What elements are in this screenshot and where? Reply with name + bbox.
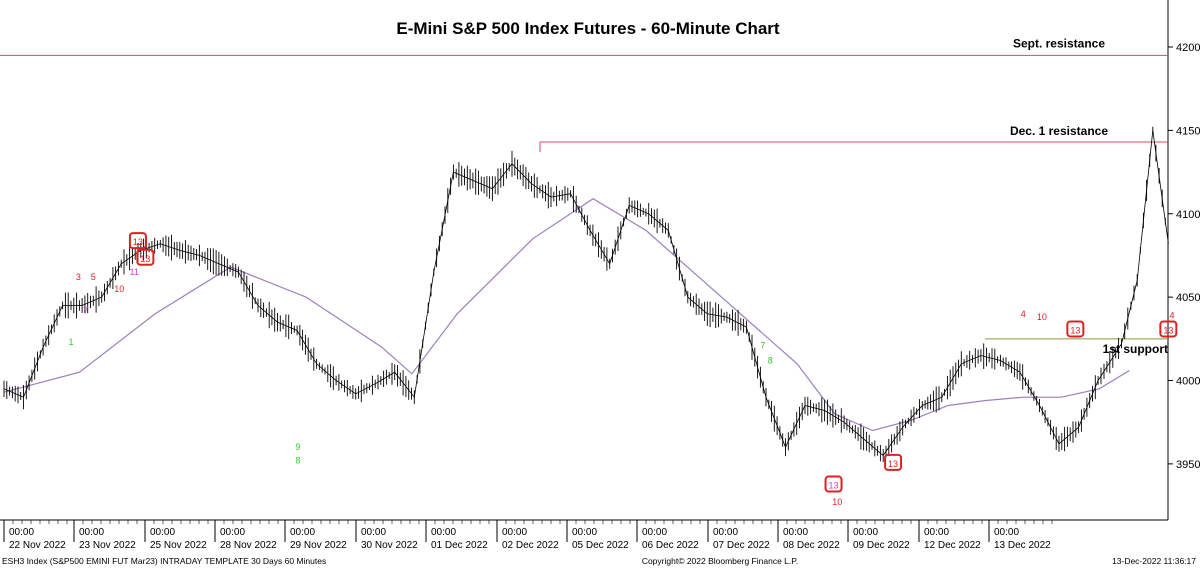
x-date-label: 01 Dec 2022 <box>431 540 488 551</box>
x-time-label: 00:00 <box>853 527 878 538</box>
td-label: 10 <box>114 284 124 294</box>
y-tick-label: 4050 <box>1176 292 1200 304</box>
td-label: 7 <box>83 305 88 315</box>
td-label: 4 <box>1170 310 1175 320</box>
td-label: 13 <box>1163 325 1173 335</box>
footer-center: Copyright© 2022 Bloomberg Finance L.P. <box>642 556 798 566</box>
td-label: 10 <box>832 497 842 507</box>
moving-average-line <box>3 197 1130 432</box>
td-label: 9 <box>295 442 300 452</box>
y-tick-label: 3950 <box>1176 459 1200 471</box>
x-date-label: 02 Dec 2022 <box>502 540 559 551</box>
x-date-label: 12 Dec 2022 <box>924 540 981 551</box>
td-label: 11 <box>130 267 139 277</box>
level-label: Sept. resistance <box>1013 36 1105 50</box>
td-label: 13 <box>888 459 898 469</box>
x-time-label: 00:00 <box>431 527 456 538</box>
moving-average <box>3 197 1130 432</box>
x-time-label: 00:00 <box>572 527 597 538</box>
td-label: 13 <box>1070 325 1080 335</box>
x-axis: 00:00 22 Nov 2022 00:00 23 Nov 2022 00:00 25 … <box>3 520 1053 551</box>
td-label: 7 <box>760 340 765 350</box>
td-label: 4 <box>1021 309 1026 319</box>
td-box <box>128 232 147 250</box>
footer-right: 13-Dec-2022 11:36:17 <box>1112 556 1196 566</box>
x-time-label: 00:00 <box>502 527 527 538</box>
y-tick-label: 4000 <box>1176 376 1200 388</box>
x-date-label: 09 Dec 2022 <box>853 540 910 551</box>
td-box <box>1066 320 1085 338</box>
level-label: Dec. 1 resistance <box>1010 124 1108 138</box>
x-date-label: 06 Dec 2022 <box>642 540 699 551</box>
td-label: 10 <box>1037 312 1047 322</box>
td-label: 1 <box>68 337 73 347</box>
td-box <box>824 475 843 493</box>
td-label: 5 <box>91 272 96 282</box>
chart-title: E-Mini S&P 500 Index Futures - 60-Minute… <box>396 19 780 38</box>
x-time-label: 00:00 <box>150 527 175 538</box>
x-date-label: 13 Dec 2022 <box>994 540 1051 551</box>
x-date-label: 08 Dec 2022 <box>783 540 840 551</box>
x-date-label: 28 Nov 2022 <box>220 540 277 551</box>
footer-left: ESH3 Index (S&P500 EMINI FUT Mar23) INTR… <box>2 556 326 566</box>
x-time-label: 00:00 <box>220 527 245 538</box>
x-time-label: 00:00 <box>642 527 667 538</box>
y-tick-label: 4200 <box>1176 42 1200 54</box>
td-box <box>1159 320 1178 338</box>
y-tick-label: 4150 <box>1176 125 1200 137</box>
td-box <box>884 453 903 471</box>
x-date-label: 29 Nov 2022 <box>290 540 347 551</box>
x-date-label: 25 Nov 2022 <box>150 540 207 551</box>
td-label: 13 <box>140 254 150 264</box>
x-time-label: 00:00 <box>79 527 104 538</box>
x-time-label: 00:00 <box>9 527 34 538</box>
x-time-label: 00:00 <box>290 527 315 538</box>
x-date-label: 22 Nov 2022 <box>9 540 66 551</box>
x-time-label: 00:00 <box>361 527 386 538</box>
x-time-label: 00:00 <box>994 527 1019 538</box>
td-label: 8 <box>295 456 300 466</box>
x-date-label: 23 Nov 2022 <box>79 540 136 551</box>
x-time-label: 00:00 <box>924 527 949 538</box>
td-label: 3 <box>76 272 81 282</box>
td-sequential-labels: 1357101313119878131013410131341312139 <box>68 232 1178 507</box>
td-label: 8 <box>768 355 773 365</box>
y-axis: 3950 4000 4050 4100 4150 4200 <box>1168 42 1200 471</box>
x-date-label: 05 Dec 2022 <box>572 540 629 551</box>
x-date-label: 30 Nov 2022 <box>361 540 418 551</box>
y-tick-label: 4100 <box>1176 209 1200 221</box>
td-label: 13 <box>133 237 143 247</box>
price-series <box>3 126 1169 462</box>
x-time-label: 00:00 <box>713 527 738 538</box>
x-date-label: 07 Dec 2022 <box>713 540 770 551</box>
td-label: 13 <box>829 481 839 491</box>
x-time-label: 00:00 <box>783 527 808 538</box>
td-box <box>136 248 155 266</box>
